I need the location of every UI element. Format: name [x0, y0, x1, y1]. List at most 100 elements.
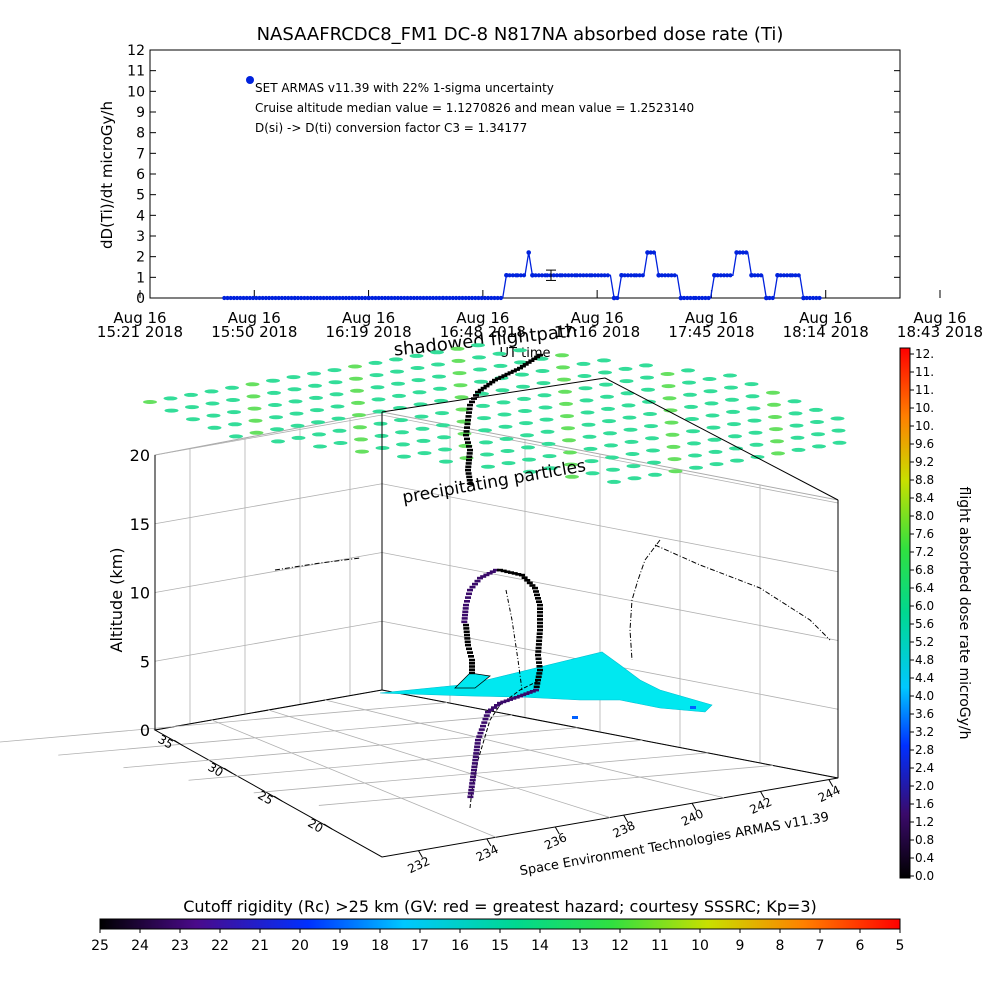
flight-track-point — [474, 579, 481, 583]
flight-track-point — [524, 579, 531, 582]
y-tick-label: 9 — [136, 105, 145, 121]
x-tick-label-top: Aug 16 — [913, 309, 966, 327]
particle-marker — [727, 422, 741, 427]
altitude-tick-label: 15 — [130, 515, 150, 534]
data-point — [257, 295, 262, 301]
particle-marker — [645, 436, 659, 441]
flightpath-shadow-left-wall — [274, 557, 361, 571]
data-point — [721, 273, 727, 278]
flight-track-point — [519, 364, 526, 368]
flight-track-point — [466, 479, 473, 482]
data-point — [383, 295, 388, 301]
particle-marker — [333, 441, 348, 445]
particle-marker — [271, 439, 285, 444]
floor-gridline — [123, 727, 578, 769]
cutoff-cbar-tick-label: 8 — [776, 938, 785, 954]
flight-track-point — [537, 668, 543, 672]
flight-track-point — [520, 693, 527, 697]
particle-marker — [517, 396, 531, 401]
flight-track-point — [535, 678, 541, 682]
data-point — [533, 273, 538, 278]
cutoff-cbar-tick-label: 14 — [531, 938, 549, 954]
data-point — [605, 273, 610, 278]
particle-marker — [668, 469, 683, 474]
dose-cbar-tick-label: 2.8 — [915, 743, 934, 757]
data-point — [696, 295, 702, 301]
particle-marker — [437, 435, 451, 440]
data-point — [486, 295, 491, 301]
flight-track-point — [529, 690, 536, 693]
particle-marker — [560, 414, 574, 419]
particle-marker — [438, 447, 452, 452]
cutoff-cbar-tick-label: 17 — [411, 938, 429, 954]
data-point — [363, 295, 368, 301]
top-right-edge — [604, 377, 839, 501]
data-point — [447, 295, 452, 301]
dose-rate-series-points — [222, 250, 822, 301]
particle-marker — [327, 368, 342, 373]
flight-track-point — [477, 731, 484, 735]
data-point — [602, 273, 607, 278]
particle-marker — [371, 397, 386, 402]
particle-marker — [790, 435, 805, 440]
flight-track-point — [462, 613, 468, 617]
data-point — [775, 273, 780, 278]
particle-marker — [648, 472, 662, 477]
y-tick-label: 8 — [136, 126, 145, 142]
dose-cbar-tick-label: 1.6 — [915, 797, 934, 811]
particle-marker — [683, 392, 697, 397]
data-point — [421, 295, 426, 301]
particle-marker — [395, 430, 409, 435]
flight-track-point — [483, 714, 490, 717]
flight-track-point — [485, 710, 491, 714]
particle-marker — [164, 408, 179, 413]
flight-track-point — [465, 415, 472, 418]
cutoff-cbar-tick-label: 12 — [611, 938, 629, 954]
data-point — [244, 295, 249, 301]
particle-marker — [730, 458, 744, 463]
latitude-tick-mark — [323, 823, 333, 830]
particle-marker — [538, 405, 553, 410]
ground-speck — [572, 716, 578, 719]
data-point — [340, 295, 345, 301]
dose-cbar-tick-label: 5.6 — [915, 617, 934, 631]
data-point — [811, 295, 816, 301]
dose-cbar-tick-label: 10. — [915, 419, 934, 433]
dose-cbar-tick-label: 6.0 — [915, 599, 934, 613]
particle-marker — [389, 357, 403, 362]
precipitating-particles-label: precipitating particles — [401, 456, 588, 508]
flight-track-point — [467, 403, 473, 407]
particle-marker — [432, 374, 446, 379]
particle-marker — [682, 380, 696, 385]
cutoff-cbar-tick-label: 19 — [331, 938, 349, 954]
longitude-tick-mark — [486, 838, 492, 847]
particle-marker — [266, 378, 280, 383]
floor-gridline — [211, 719, 497, 838]
cutoff-cbar-tick-label: 11 — [651, 938, 669, 954]
particle-marker — [349, 376, 363, 381]
particle-marker — [204, 389, 219, 394]
particle-marker — [605, 455, 619, 460]
data-point — [318, 295, 323, 301]
data-point — [431, 295, 436, 301]
data-point — [305, 295, 310, 301]
data-point — [592, 273, 598, 278]
particle-marker — [519, 421, 533, 426]
data-point — [796, 273, 801, 278]
data-point — [634, 273, 639, 278]
flight-track-point — [504, 570, 511, 574]
data-point — [596, 273, 601, 278]
data-point — [563, 273, 568, 278]
longitude-tick-label: 240 — [679, 806, 706, 828]
particle-marker — [348, 364, 362, 369]
data-point — [599, 273, 604, 278]
particle-marker — [351, 400, 365, 405]
flight-track-point — [532, 586, 538, 590]
data-point — [450, 295, 455, 301]
y-tick-label: 7 — [136, 146, 145, 162]
data-point — [427, 295, 432, 301]
flight-track-point — [469, 662, 475, 665]
particle-marker — [228, 422, 242, 427]
data-point — [584, 273, 589, 278]
